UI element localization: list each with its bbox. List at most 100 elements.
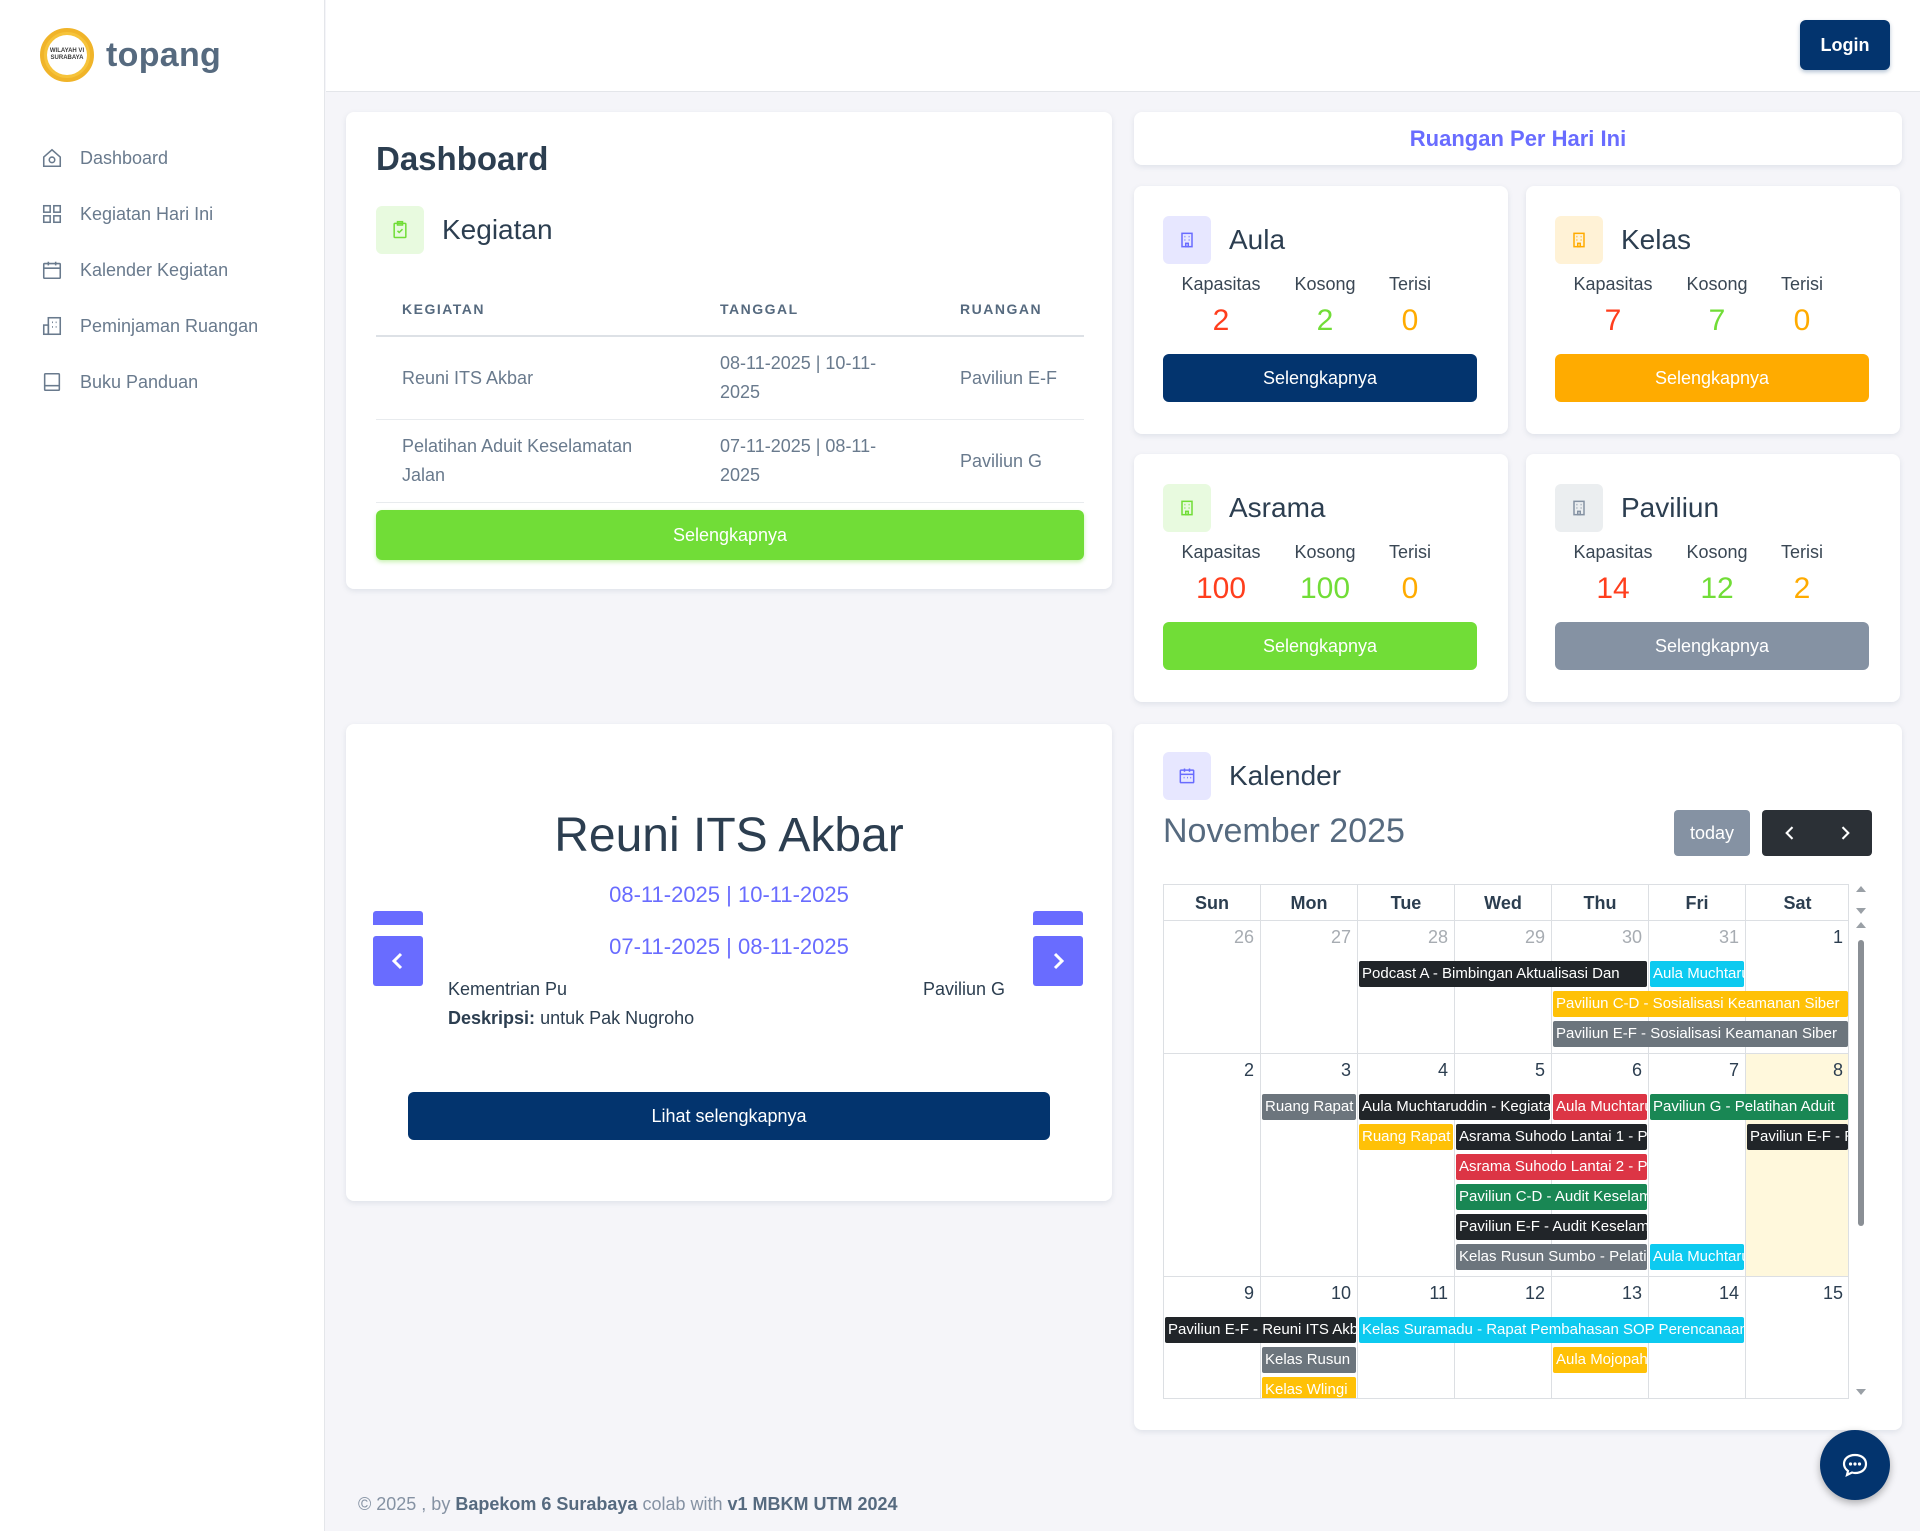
carousel-organizer: Kementrian Pu [448, 979, 568, 999]
calendar-event[interactable]: Ruang Rapat [1262, 1094, 1356, 1120]
cell-ruangan: Paviliun E-F [934, 336, 1084, 420]
room-more-button[interactable]: Selengkapnya [1555, 354, 1869, 402]
next-month-button[interactable] [1817, 810, 1872, 856]
room-more-button[interactable]: Selengkapnya [1163, 354, 1477, 402]
today-button[interactable]: today [1674, 810, 1750, 856]
chevron-left-icon [391, 952, 403, 970]
calendar-event[interactable]: Aula Muchtaruddin - Kegiatan [1359, 1094, 1550, 1120]
calendar-event[interactable]: Podcast A - Bimbingan Aktualisasi Dan [1359, 961, 1647, 987]
day-number[interactable]: 28 [1427, 927, 1448, 947]
day-number[interactable]: 30 [1621, 927, 1642, 947]
view-more-button[interactable]: Lihat selengkapnya [408, 1092, 1050, 1140]
calendar-day[interactable]: 8 [1746, 1054, 1848, 1277]
room-more-button[interactable]: Selengkapnya [1163, 622, 1477, 670]
stat-label: Kapasitas [1573, 274, 1653, 294]
weekday-header: Sun [1164, 885, 1261, 921]
calendar-day[interactable]: 4 [1358, 1054, 1455, 1277]
sidebar-item-dashboard[interactable]: Dashboard [40, 130, 258, 186]
calendar-event[interactable]: Aula Muchtaruddin [1650, 1244, 1744, 1270]
carousel-room: Paviliun G [923, 979, 1006, 999]
prev-month-button[interactable] [1762, 810, 1817, 856]
calendar-day[interactable]: 10 [1261, 1277, 1358, 1398]
sidebar-item-kegiatan-hari-ini[interactable]: Kegiatan Hari Ini [40, 186, 258, 242]
calendar-event[interactable]: Ruang Rapat [1359, 1124, 1453, 1150]
calendar-event[interactable]: Paviliun C-D - Audit Keselamatan Jalan [1456, 1184, 1647, 1210]
day-number[interactable]: 3 [1340, 1060, 1351, 1080]
building-icon [40, 314, 64, 338]
day-number[interactable]: 6 [1631, 1060, 1642, 1080]
chat-button[interactable] [1820, 1430, 1890, 1500]
day-number[interactable]: 14 [1718, 1283, 1739, 1303]
calendar-event[interactable]: Kelas Rusun Sumbo - Pelatihan [1456, 1244, 1647, 1270]
calendar-event[interactable]: Aula Mojopahit [1553, 1347, 1647, 1373]
carousel-next-tab [1033, 911, 1083, 925]
carousel-title: Reuni ITS Akbar [554, 809, 904, 862]
day-number[interactable]: 1 [1832, 927, 1843, 947]
day-number[interactable]: 4 [1437, 1060, 1448, 1080]
day-number[interactable]: 7 [1728, 1060, 1739, 1080]
day-number[interactable]: 11 [1429, 1283, 1448, 1303]
day-number[interactable]: 29 [1524, 927, 1545, 947]
day-number[interactable]: 8 [1832, 1060, 1843, 1080]
weekday-header: Tue [1358, 885, 1455, 921]
calendar-event[interactable]: Kelas Wlingi [1262, 1377, 1356, 1398]
stat-value: 14 [1596, 572, 1630, 605]
day-number[interactable]: 2 [1243, 1060, 1254, 1080]
calendar-day[interactable]: 28 [1358, 921, 1455, 1054]
calendar-scrollbar[interactable] [1849, 884, 1873, 1399]
building-icon-svg [1573, 232, 1585, 248]
calendar-day[interactable]: 29 [1455, 921, 1552, 1054]
day-number[interactable]: 12 [1524, 1283, 1545, 1303]
calendar-event[interactable]: Aula Muchtaruddin [1553, 1094, 1647, 1120]
day-number[interactable]: 13 [1621, 1283, 1642, 1303]
day-number[interactable]: 5 [1534, 1060, 1545, 1080]
brand[interactable]: WILAYAH VI SURABAYA topang [40, 28, 221, 82]
carousel-prev-button[interactable] [373, 936, 423, 986]
calendar-day[interactable]: 2 [1164, 1054, 1261, 1277]
calendar-icon [1163, 752, 1211, 800]
calendar-event[interactable]: Paviliun G - Pelatihan Aduit [1650, 1094, 1848, 1120]
calendar-event[interactable]: Kelas Rusun [1262, 1347, 1356, 1373]
calendar-day[interactable]: 1 [1746, 921, 1848, 1054]
stat-value: 7 [1604, 304, 1622, 337]
day-number[interactable]: 9 [1243, 1283, 1254, 1303]
chevron-left-icon [1784, 826, 1793, 840]
calendar-day[interactable]: 31 [1649, 921, 1746, 1054]
room-more-button[interactable]: Selengkapnya [1555, 622, 1869, 670]
kegiatan-more-button[interactable]: Selengkapnya [376, 510, 1084, 560]
day-number[interactable]: 10 [1330, 1283, 1351, 1303]
sidebar-item-buku-panduan[interactable]: Buku Panduan [40, 354, 258, 410]
calendar-day[interactable]: 27 [1261, 921, 1358, 1054]
sidebar-item-peminjaman-ruangan[interactable]: Peminjaman Ruangan [40, 298, 258, 354]
calendar-day[interactable]: 26 [1164, 921, 1261, 1054]
footer-prefix: © 2025 , by [358, 1494, 451, 1514]
calendar-event[interactable]: Paviliun E-F - Reuni ITS Akbar [1165, 1317, 1356, 1343]
calendar-event[interactable]: Asrama Suhodo Lantai 2 - Pelatihan Aduit [1456, 1154, 1647, 1180]
calendar-event[interactable]: Asrama Suhodo Lantai 1 - Pelatihan Aduit [1456, 1124, 1647, 1150]
day-number[interactable]: 27 [1330, 927, 1351, 947]
calendar-day[interactable]: 15 [1746, 1277, 1848, 1398]
calendar-day[interactable]: 3 [1261, 1054, 1358, 1277]
calendar-event[interactable]: Kelas Suramadu - Rapat Pembahasan SOP Pe… [1359, 1317, 1744, 1343]
day-number[interactable]: 15 [1822, 1283, 1843, 1303]
calendar-day[interactable]: 14 [1649, 1277, 1746, 1398]
calendar-day[interactable]: 30 [1552, 921, 1649, 1054]
day-number[interactable]: 26 [1233, 927, 1254, 947]
calendar-event[interactable]: Paviliun E-F - Reuni [1747, 1124, 1848, 1150]
stat-kapasitas: Kapasitas 2 [1163, 274, 1279, 338]
calendar-event[interactable]: Aula Muchtaruddin [1650, 961, 1744, 987]
room-card-asrama: Asrama Kapasitas 100 Kosong 100 Terisi 0 Seleng… [1134, 454, 1508, 702]
carousel-next-button[interactable] [1033, 936, 1083, 986]
stat-kosong: Kosong 2 [1279, 274, 1371, 338]
day-number[interactable]: 31 [1718, 927, 1739, 947]
calendar-event[interactable]: Paviliun C-D - Sosialisasi Keamanan Sibe… [1553, 991, 1848, 1017]
calendar-day[interactable]: 6 [1552, 1054, 1649, 1277]
calendar-day[interactable]: 7 [1649, 1054, 1746, 1277]
stat-kosong: Kosong 100 [1279, 542, 1371, 606]
calendar-event[interactable]: Paviliun E-F - Sosialisasi Keamanan Sibe… [1553, 1021, 1848, 1047]
sidebar-item-kalender-kegiatan[interactable]: Kalender Kegiatan [40, 242, 258, 298]
column-header-kegiatan: KEGIATAN [376, 282, 694, 337]
room-header: Asrama [1163, 484, 1325, 532]
login-button[interactable]: Login [1800, 20, 1890, 70]
calendar-event[interactable]: Paviliun E-F - Audit Keselamatan Jalan [1456, 1214, 1647, 1240]
